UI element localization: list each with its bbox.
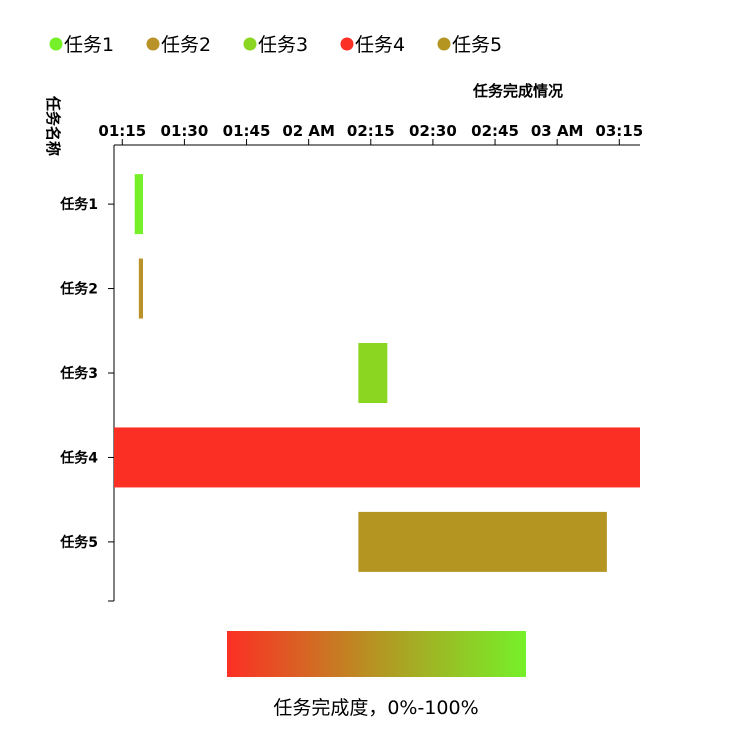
x-tick-label: 01:15 [98, 122, 146, 140]
legend-item: 任务1 [49, 34, 114, 56]
legend-label: 任务4 [355, 34, 405, 56]
x-tick-label: 03 AM [531, 122, 584, 140]
legend-item: 任务2 [146, 34, 211, 56]
y-axis-label: 任务名称 [44, 95, 62, 156]
legend-swatch [340, 37, 354, 51]
legend-item: 任务4 [340, 34, 405, 56]
task-bar [358, 511, 607, 572]
legend-swatch [437, 37, 451, 51]
x-tick-label: 02:30 [409, 122, 457, 140]
legend: 任务1 任务2 任务3 任务4 任务5 [49, 34, 502, 56]
legend-swatch [49, 37, 63, 51]
y-axis-ticks: 任务1 任务2 任务3 任务4 任务5 [59, 196, 114, 602]
legend-swatch [146, 37, 160, 51]
legend-item: 任务3 [243, 34, 308, 56]
y-tick-label: 任务1 [59, 196, 98, 213]
x-tick-label: 01:30 [161, 122, 209, 140]
y-tick-label: 任务4 [59, 449, 98, 466]
completion-color-scale [227, 631, 526, 677]
chart-title: 任务完成情况 [472, 82, 563, 100]
x-axis-ticks: 01:15 01:30 01:45 02 AM 02:15 02:30 02:45 03 AM… [98, 122, 643, 145]
legend-swatch [243, 37, 257, 51]
x-tick-label: 01:45 [223, 122, 271, 140]
task-bar [134, 174, 143, 235]
x-tick-label: 03:15 [595, 122, 643, 140]
legend-label: 任务5 [452, 34, 502, 56]
task-bar [114, 427, 640, 488]
x-tick-label: 02:15 [347, 122, 395, 140]
legend-label: 任务2 [161, 34, 211, 56]
legend-label: 任务3 [258, 34, 308, 56]
x-tick-label: 02 AM [282, 122, 335, 140]
y-tick-label: 任务5 [59, 534, 98, 551]
task-bar [358, 343, 388, 403]
legend-label: 任务1 [64, 34, 114, 56]
task-bars [114, 174, 640, 572]
x-tick-label: 02:45 [471, 122, 519, 140]
y-tick-label: 任务3 [59, 365, 98, 382]
task-bar [138, 258, 143, 319]
y-tick-label: 任务2 [59, 281, 98, 298]
color-scale-label: 任务完成度，0%-100% [273, 697, 478, 719]
legend-item: 任务5 [437, 34, 502, 56]
